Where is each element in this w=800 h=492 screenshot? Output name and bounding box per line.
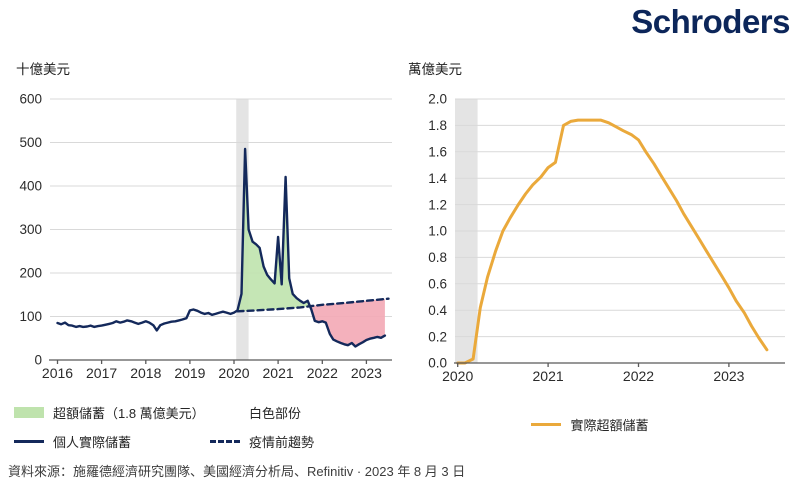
y-tick-label: 100: [19, 309, 42, 324]
x-tick-label: 2018: [130, 365, 161, 381]
excess-savings-area: [238, 149, 310, 312]
legend-item: 超額儲蓄（1.8 萬億美元）: [14, 403, 210, 422]
y-tick-label: 0.6: [428, 277, 447, 292]
legend-label: 實際超額儲蓄: [570, 418, 649, 433]
x-tick-label: 2016: [42, 365, 73, 381]
y-tick-label: 0.0: [428, 356, 447, 371]
x-tick-label: 2020: [442, 368, 473, 384]
left-chart-unit-label: 十億美元: [16, 62, 70, 77]
y-tick-label: 0.4: [428, 303, 447, 318]
legend-item: 個人實際儲蓄: [14, 432, 210, 451]
x-axis: 2016 2017 2018 2019 2020 2021 2022 2023: [42, 359, 392, 381]
source-note: 資料來源：施羅德經濟研究團隊、美國經濟分析局、Refinitiv · 2023 …: [8, 464, 466, 479]
y-tick-label: 1.8: [428, 118, 447, 133]
actual-excess-savings-line: [456, 118, 769, 365]
y-tick-label: 1.6: [428, 145, 447, 160]
orange-line-swatch: [531, 423, 562, 426]
y-tick-label: 600: [19, 92, 42, 107]
legend-item: 疫情前趨勢: [210, 432, 410, 451]
right-chart-unit-label: 萬億美元: [408, 62, 462, 77]
y-tick-label: 2.0: [428, 92, 447, 107]
navy-line-swatch: [14, 440, 44, 443]
pre-pandemic-trend-line: [236, 297, 390, 313]
schroders-logo: Schroders: [631, 3, 790, 40]
legend-label: 個人實際儲蓄: [53, 435, 132, 450]
legend-label: 白色部份: [249, 406, 302, 421]
y-axis-labels: 0 100 200 300 400 500 600: [19, 92, 42, 368]
y-tick-label: 400: [19, 179, 42, 194]
x-tick-label: 2019: [174, 365, 205, 381]
gridlines: [50, 98, 392, 317]
white-area-swatch: [210, 407, 240, 418]
chart-svg: 2020 2021 2022 2023 0.0 0.2 0.4 0.6 0.8 1.0 1.2 1.4…: [428, 92, 785, 384]
x-axis: 2020 2021 2022 2023: [442, 362, 785, 384]
green-area-swatch: [14, 407, 44, 418]
savings-shortfall-area: [309, 299, 385, 347]
personal-actual-savings-line: [56, 147, 387, 348]
legend-item: 白色部份: [210, 403, 410, 422]
gridlines: [455, 98, 785, 338]
x-tick-label: 2023: [351, 365, 382, 381]
x-tick-label: 2022: [623, 368, 654, 384]
chart-svg: 2016 2017 2018 2019 2020 2021 2022 2023 0 100 200 3…: [19, 92, 392, 381]
right-chart-legend: 實際超額儲蓄: [400, 415, 780, 434]
dashed-line-swatch: [210, 440, 240, 443]
y-tick-label: 200: [19, 266, 42, 281]
legend-label: 疫情前趨勢: [249, 435, 315, 450]
personal-savings-chart: 2016 2017 2018 2019 2020 2021 2022 2023 0 100 200 3…: [0, 85, 400, 385]
x-tick-label: 2021: [263, 365, 294, 381]
left-chart-legend: 超額儲蓄（1.8 萬億美元） 白色部份個人實際儲蓄 疫情前趨勢: [14, 403, 410, 451]
y-tick-label: 1.0: [428, 224, 447, 239]
legend-label: 超額儲蓄（1.8 萬億美元）: [53, 406, 205, 421]
x-tick-label: 2023: [713, 368, 744, 384]
y-tick-label: 300: [19, 222, 42, 237]
y-axis-labels: 0.0 0.2 0.4 0.6 0.8 1.0 1.2 1.4 1.6 1.8 2.0: [428, 92, 447, 371]
x-tick-label: 2021: [533, 368, 564, 384]
excess-savings-chart: 2020 2021 2022 2023 0.0 0.2 0.4 0.6 0.8 1.0 1.2 1.4…: [400, 85, 800, 385]
x-tick-label: 2022: [307, 365, 338, 381]
y-tick-label: 1.2: [428, 197, 447, 212]
y-tick-label: 1.4: [428, 171, 447, 186]
x-tick-label: 2020: [218, 365, 249, 381]
y-tick-label: 0: [34, 353, 42, 368]
legend-item: 實際超額儲蓄: [531, 415, 649, 434]
y-tick-label: 500: [19, 135, 42, 150]
x-tick-label: 2017: [86, 365, 117, 381]
y-tick-label: 0.8: [428, 250, 447, 265]
y-tick-label: 0.2: [428, 329, 447, 344]
